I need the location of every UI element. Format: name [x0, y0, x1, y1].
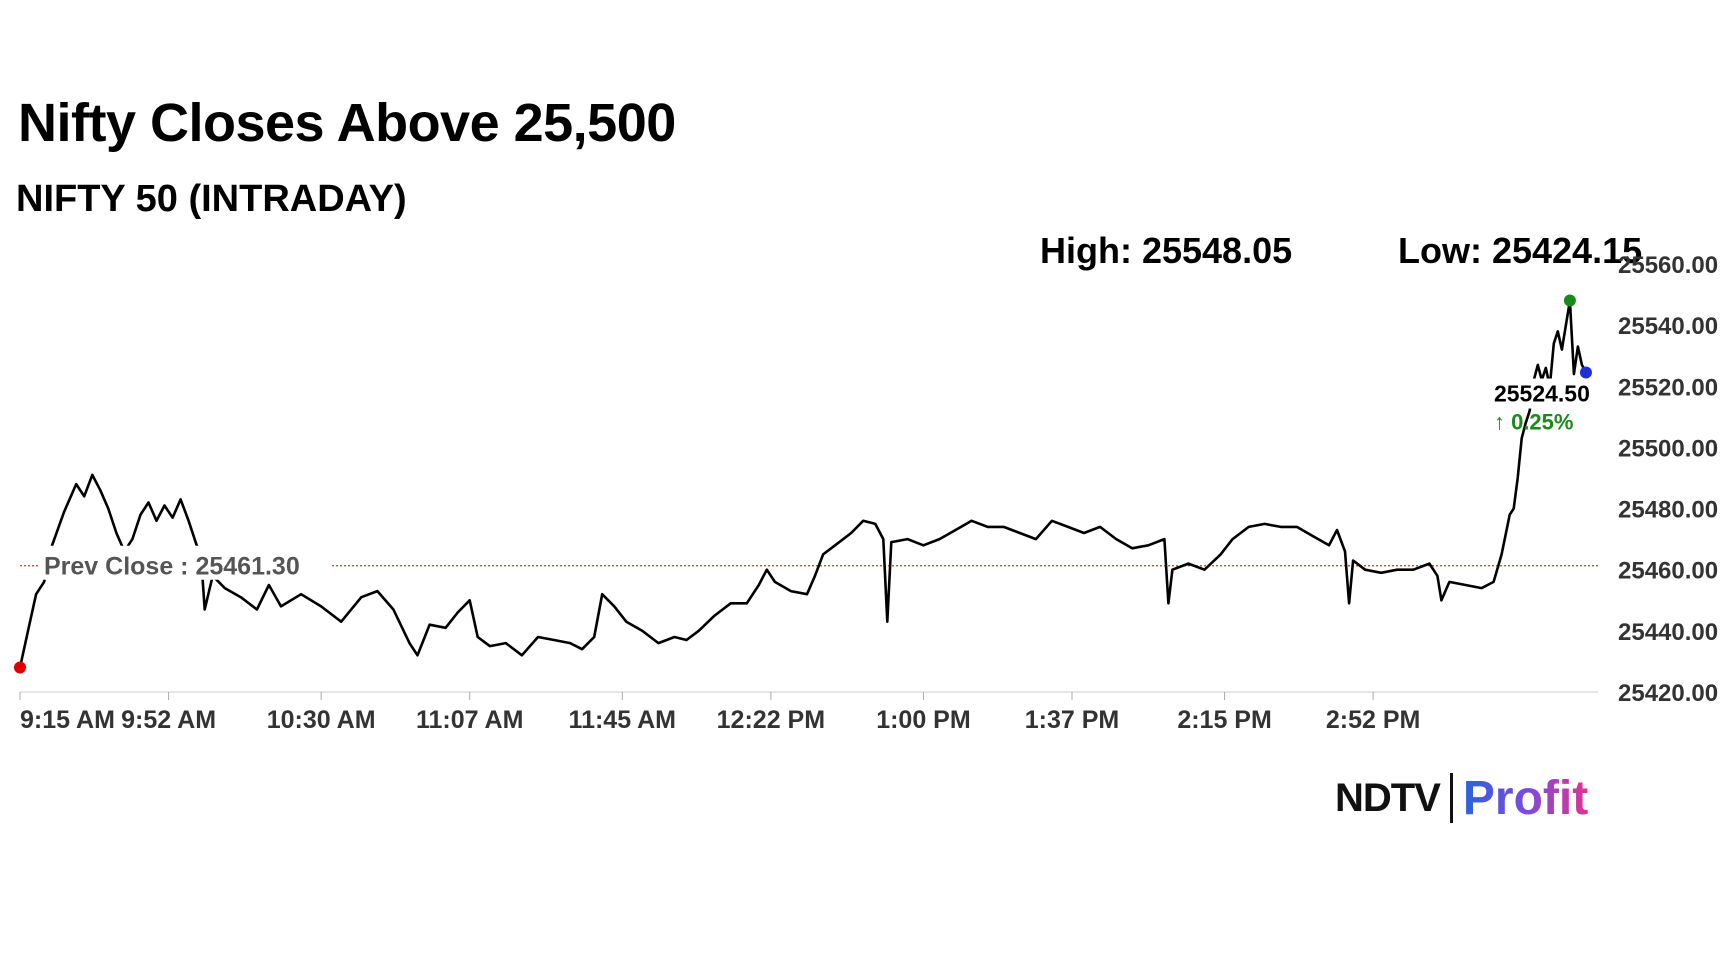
y-tick-label: 25460.00	[1618, 558, 1718, 585]
x-tick-label: 1:37 PM	[1025, 706, 1119, 734]
prev-close-label: Prev Close : 25461.30	[44, 553, 300, 581]
prev-close-label-bg	[40, 545, 330, 580]
y-tick-label: 25480.00	[1618, 497, 1718, 524]
last-value-label: 25524.50	[1494, 381, 1590, 407]
x-tick-label: 2:52 PM	[1326, 706, 1420, 734]
open-marker	[14, 661, 26, 674]
last-price-marker	[1579, 366, 1592, 379]
change-label: ↑ 0.25%	[1494, 410, 1574, 435]
x-tick-label: 10:30 AM	[267, 706, 376, 734]
price-line	[18, 299, 1588, 668]
y-tick-label: 25500.00	[1618, 435, 1718, 462]
logo-ndtv-text: NDTV	[1335, 775, 1441, 820]
ndtv-profit-logo: NDTV Profit	[1335, 771, 1589, 825]
y-tick-label: 25560.00	[1618, 252, 1718, 279]
x-tick-label: 1:00 PM	[876, 706, 970, 734]
x-tick-label: 2:15 PM	[1177, 706, 1271, 734]
low-value: Low: 25424.15	[1398, 230, 1643, 271]
x-tick-label: 9:15 AM	[20, 706, 115, 734]
x-tick-label: 11:07 AM	[416, 706, 523, 734]
x-tick-label: 9:52 AM	[121, 706, 216, 734]
y-tick-label: 25540.00	[1618, 313, 1718, 340]
x-tick-label: 11:45 AM	[569, 706, 676, 734]
x-tick-label: 12:22 PM	[717, 706, 825, 734]
chart-title: Nifty Closes Above 25,500	[18, 93, 676, 153]
high-value: High: 25548.05	[1040, 230, 1293, 271]
y-tick-label: 25520.00	[1618, 374, 1718, 401]
logo-divider	[1449, 773, 1453, 823]
logo-profit-text: Profit	[1462, 771, 1589, 825]
last-value-bg	[1489, 378, 1594, 409]
high-marker	[1563, 294, 1576, 307]
chart-subtitle: NIFTY 50 (INTRADAY)	[16, 178, 407, 220]
y-tick-label: 25420.00	[1618, 680, 1718, 707]
y-tick-label: 25440.00	[1618, 619, 1718, 646]
